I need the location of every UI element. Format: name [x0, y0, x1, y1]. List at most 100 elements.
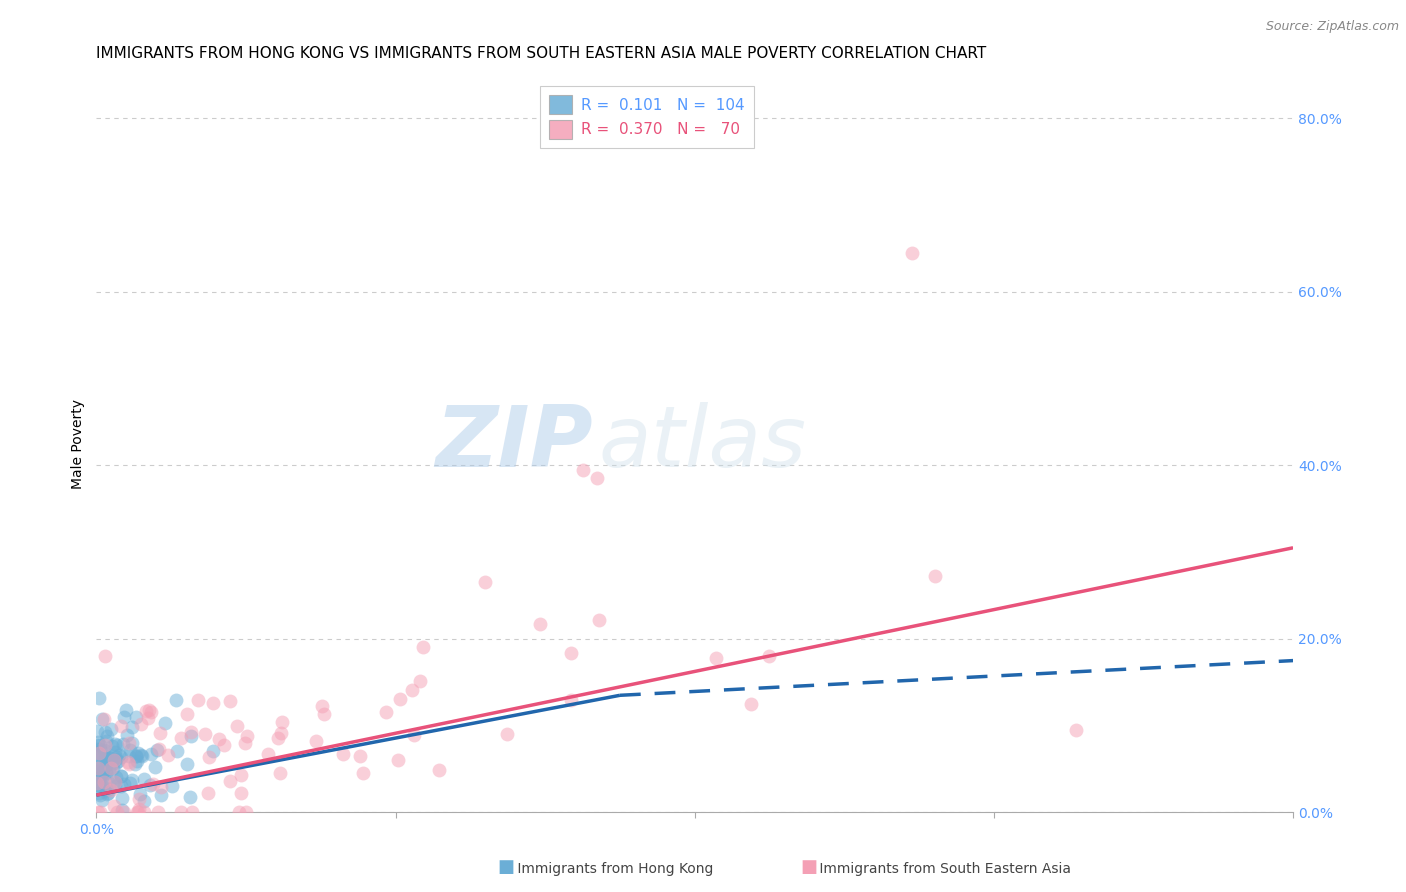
Point	[93, 775, 115, 789]
Point	[110, 769, 132, 783]
Point	[267, 731, 290, 745]
Point	[90, 770, 112, 784]
Point	[165, 693, 187, 707]
Point	[409, 674, 432, 689]
Point	[103, 799, 125, 814]
Point	[94, 750, 117, 764]
Point	[228, 805, 250, 820]
Point	[233, 736, 256, 750]
Point	[387, 753, 409, 767]
Point	[389, 692, 412, 706]
Point	[125, 754, 148, 768]
Point	[588, 613, 610, 627]
Point	[131, 749, 153, 764]
Point	[117, 755, 139, 769]
Point	[86, 774, 108, 789]
Point	[148, 742, 170, 756]
Point	[89, 788, 111, 802]
Point	[127, 805, 149, 820]
Y-axis label: Male Poverty: Male Poverty	[72, 399, 86, 489]
Point	[571, 463, 593, 477]
Point	[110, 750, 132, 764]
Point	[139, 778, 162, 792]
Point	[118, 748, 141, 763]
Point	[87, 778, 110, 792]
Point	[110, 769, 132, 783]
Point	[90, 793, 112, 807]
Point	[194, 727, 217, 741]
Point	[90, 777, 112, 791]
Point	[94, 763, 117, 777]
Point	[740, 697, 762, 711]
Point	[529, 616, 551, 631]
Point	[89, 691, 111, 706]
Point	[86, 776, 108, 790]
Point	[311, 699, 333, 714]
Point	[105, 750, 128, 764]
Point	[160, 779, 183, 793]
Point	[96, 781, 118, 796]
Point	[142, 777, 165, 791]
Point	[87, 776, 110, 790]
Point	[127, 805, 149, 820]
Point	[170, 731, 193, 745]
Point	[586, 471, 609, 485]
Point	[101, 761, 124, 775]
Point	[98, 762, 121, 776]
Point	[256, 747, 278, 762]
Point	[129, 747, 152, 762]
Point	[141, 706, 163, 720]
Point	[349, 749, 371, 764]
Point	[89, 741, 111, 756]
Text: Immigrants from Hong Kong: Immigrants from Hong Kong	[513, 862, 714, 876]
Point	[96, 733, 118, 747]
Point	[90, 767, 112, 781]
Point	[269, 766, 291, 780]
Point	[91, 765, 114, 780]
Text: Source: ZipAtlas.com: Source: ZipAtlas.com	[1265, 20, 1399, 33]
Point	[87, 786, 110, 800]
Point	[110, 803, 132, 817]
Point	[86, 723, 108, 738]
Point	[166, 744, 188, 758]
Point	[97, 786, 120, 800]
Point	[104, 737, 127, 751]
Point	[93, 743, 115, 757]
Point	[271, 714, 294, 729]
Point	[560, 692, 582, 706]
Point	[312, 707, 335, 722]
Point	[179, 789, 201, 804]
Point	[180, 729, 202, 743]
Point	[128, 792, 150, 806]
Point	[148, 805, 170, 820]
Point	[225, 719, 247, 733]
Point	[86, 761, 108, 775]
Point	[96, 747, 118, 761]
Point	[107, 738, 129, 752]
Point	[560, 646, 582, 660]
Point	[134, 772, 156, 786]
Point	[118, 775, 141, 789]
Point	[218, 694, 240, 708]
Point	[125, 710, 148, 724]
Point	[149, 788, 172, 802]
Point	[128, 802, 150, 816]
Point	[202, 744, 225, 758]
Point	[352, 765, 374, 780]
Point	[704, 650, 727, 665]
Point	[86, 756, 108, 770]
Point	[86, 759, 108, 773]
Point	[117, 728, 139, 742]
Point	[91, 712, 114, 726]
Point	[89, 746, 111, 760]
Point	[87, 735, 110, 749]
Point	[100, 756, 122, 771]
Text: atlas: atlas	[599, 402, 807, 485]
Point	[374, 706, 396, 720]
Point	[138, 703, 160, 717]
Point	[118, 736, 141, 750]
Point	[111, 790, 134, 805]
Point	[97, 776, 120, 790]
Point	[100, 761, 122, 775]
Point	[129, 787, 152, 801]
